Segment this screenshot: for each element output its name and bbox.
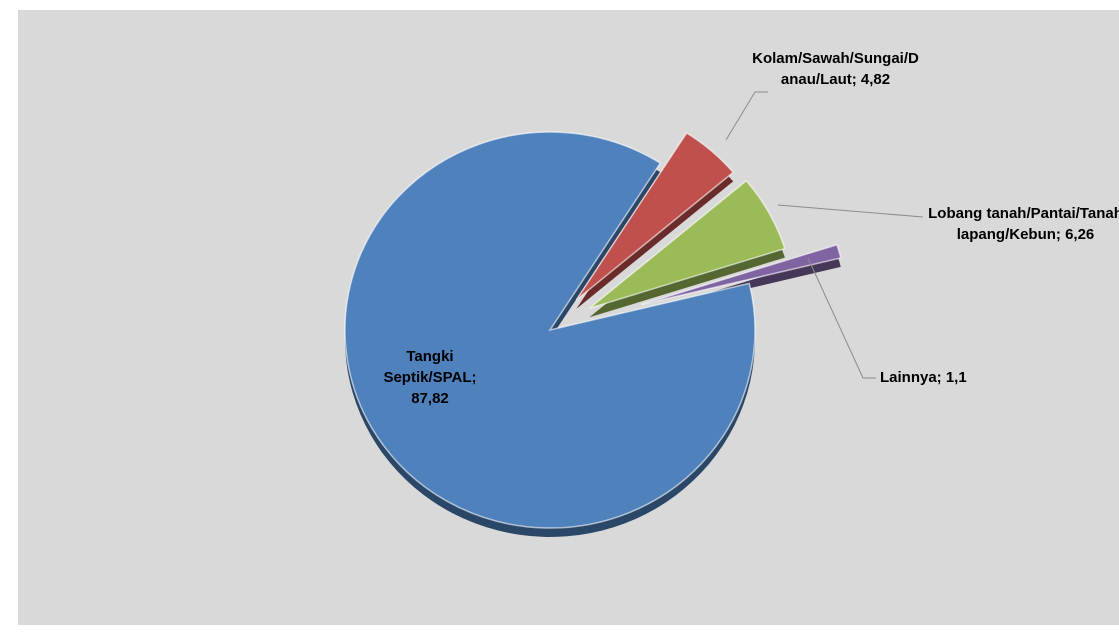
data-label: Lobang tanah/Pantai/Tanah lapang/Kebun; …	[928, 205, 1119, 243]
slice	[641, 243, 842, 306]
slice	[344, 131, 756, 529]
data-label: Kolam/Sawah/Sungai/Danau/Laut; 4,82	[752, 50, 919, 88]
leader-line	[807, 257, 876, 379]
chart-area: Tangki Septik/SPAL; 87,82 Kolam/Sawah/Su…	[18, 10, 1119, 625]
chart	[344, 91, 924, 538]
data-label: Tangki Septik/SPAL; 87,82	[383, 348, 477, 407]
leader-line	[777, 204, 924, 218]
data-label: Lainnya; 1,1	[880, 369, 967, 386]
leader-line	[725, 91, 768, 141]
slice	[575, 132, 735, 301]
slice	[588, 179, 786, 310]
leader-lines	[725, 91, 924, 379]
